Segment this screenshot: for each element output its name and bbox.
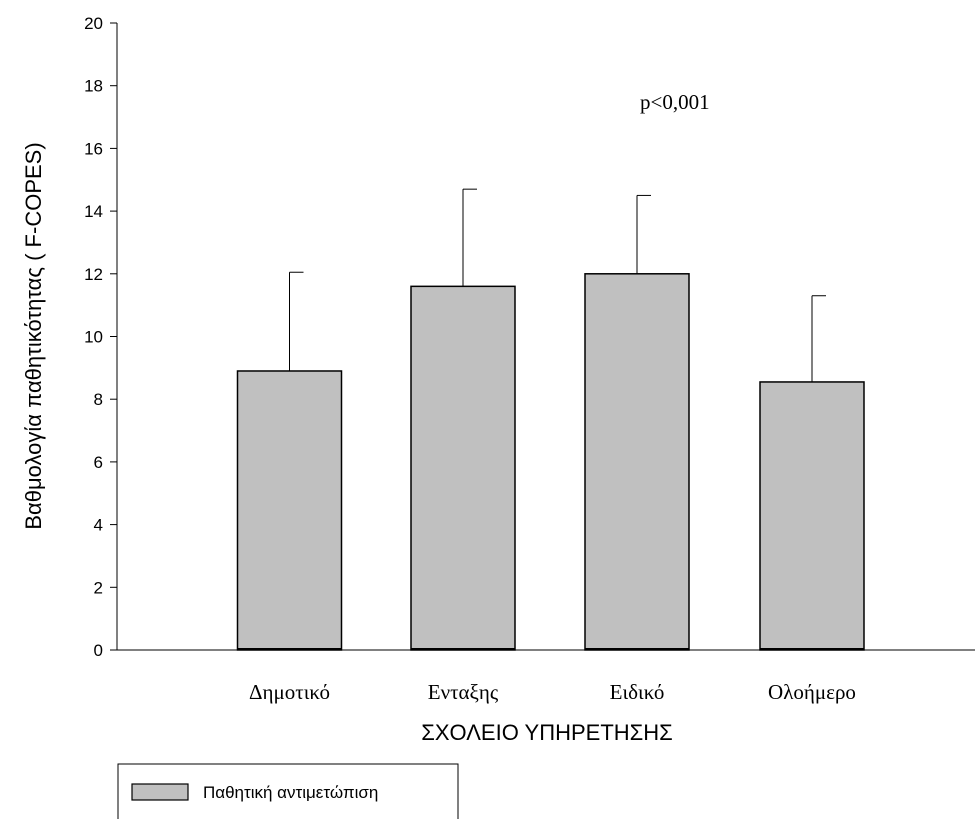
y-tick-label: 0	[94, 641, 103, 660]
y-tick-label: 20	[84, 14, 103, 33]
y-tick-label: 4	[94, 516, 103, 535]
x-tick-label: Ειδικό	[610, 680, 665, 704]
y-tick-label: 16	[84, 139, 103, 158]
y-axis-ticks: 0 2 4 6 8 10 12 14 16 18 20	[84, 14, 117, 660]
bars-group	[236, 188, 865, 651]
bar-3	[584, 273, 690, 651]
y-tick-label: 2	[94, 578, 103, 597]
legend-swatch	[131, 783, 189, 801]
y-tick-label: 18	[84, 77, 103, 96]
y-tick-label: 6	[94, 453, 103, 472]
y-tick-label: 14	[84, 202, 103, 221]
y-axis-title: Βαθμολογία παθητικότητας ( F-COPES)	[21, 142, 46, 529]
y-tick-label: 10	[84, 328, 103, 347]
bar-2	[410, 285, 516, 651]
bar-1	[236, 370, 343, 651]
p-value-annotation: p<0,001	[640, 90, 710, 114]
y-tick-label: 8	[94, 390, 103, 409]
legend-border	[117, 763, 459, 819]
x-axis-tick-labels: Δημοτικό Ενταξης Ειδικό Ολοήμερο	[249, 680, 856, 704]
y-tick-label: 12	[84, 265, 103, 284]
x-axis-title: ΣΧΟΛΕΙΟ ΥΠΗΡΕΤΗΣΗΣ	[421, 720, 673, 745]
x-tick-label: Δημοτικό	[249, 680, 330, 704]
bar-4	[759, 381, 865, 651]
x-tick-label: Ολοήμερο	[768, 680, 856, 704]
x-tick-label: Ενταξης	[428, 680, 499, 704]
legend-label: Παθητική αντιμετώπιση	[203, 783, 378, 802]
legend: Παθητική αντιμετώπιση	[117, 763, 459, 819]
